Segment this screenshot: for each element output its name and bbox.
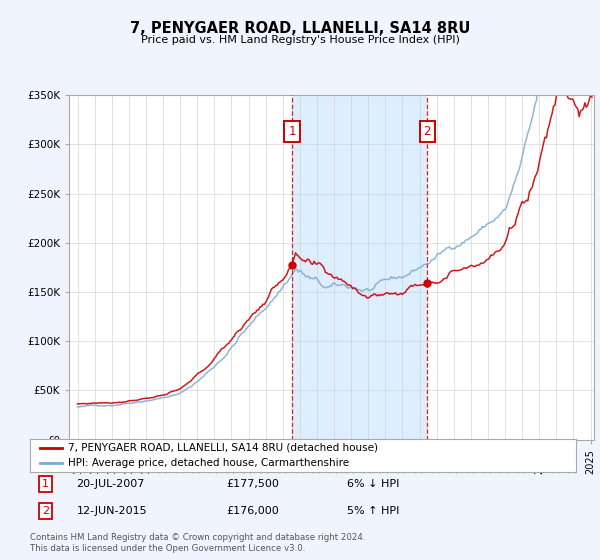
Text: £177,500: £177,500: [227, 479, 280, 489]
Text: 2: 2: [424, 125, 431, 138]
Text: 7, PENYGAER ROAD, LLANELLI, SA14 8RU (detached house): 7, PENYGAER ROAD, LLANELLI, SA14 8RU (de…: [68, 443, 378, 453]
Text: 20-JUL-2007: 20-JUL-2007: [76, 479, 145, 489]
Text: 5% ↑ HPI: 5% ↑ HPI: [347, 506, 399, 516]
Bar: [292, 95, 427, 440]
Text: 2: 2: [42, 506, 49, 516]
Text: 1: 1: [42, 479, 49, 489]
Text: 6% ↓ HPI: 6% ↓ HPI: [347, 479, 399, 489]
Text: 12-JUN-2015: 12-JUN-2015: [76, 506, 147, 516]
Text: Contains HM Land Registry data © Crown copyright and database right 2024.
This d: Contains HM Land Registry data © Crown c…: [30, 533, 365, 553]
Text: 1: 1: [288, 125, 296, 138]
Text: 7, PENYGAER ROAD, LLANELLI, SA14 8RU: 7, PENYGAER ROAD, LLANELLI, SA14 8RU: [130, 21, 470, 36]
Text: Price paid vs. HM Land Registry's House Price Index (HPI): Price paid vs. HM Land Registry's House …: [140, 35, 460, 45]
Text: HPI: Average price, detached house, Carmarthenshire: HPI: Average price, detached house, Carm…: [68, 459, 349, 468]
Text: £176,000: £176,000: [227, 506, 280, 516]
